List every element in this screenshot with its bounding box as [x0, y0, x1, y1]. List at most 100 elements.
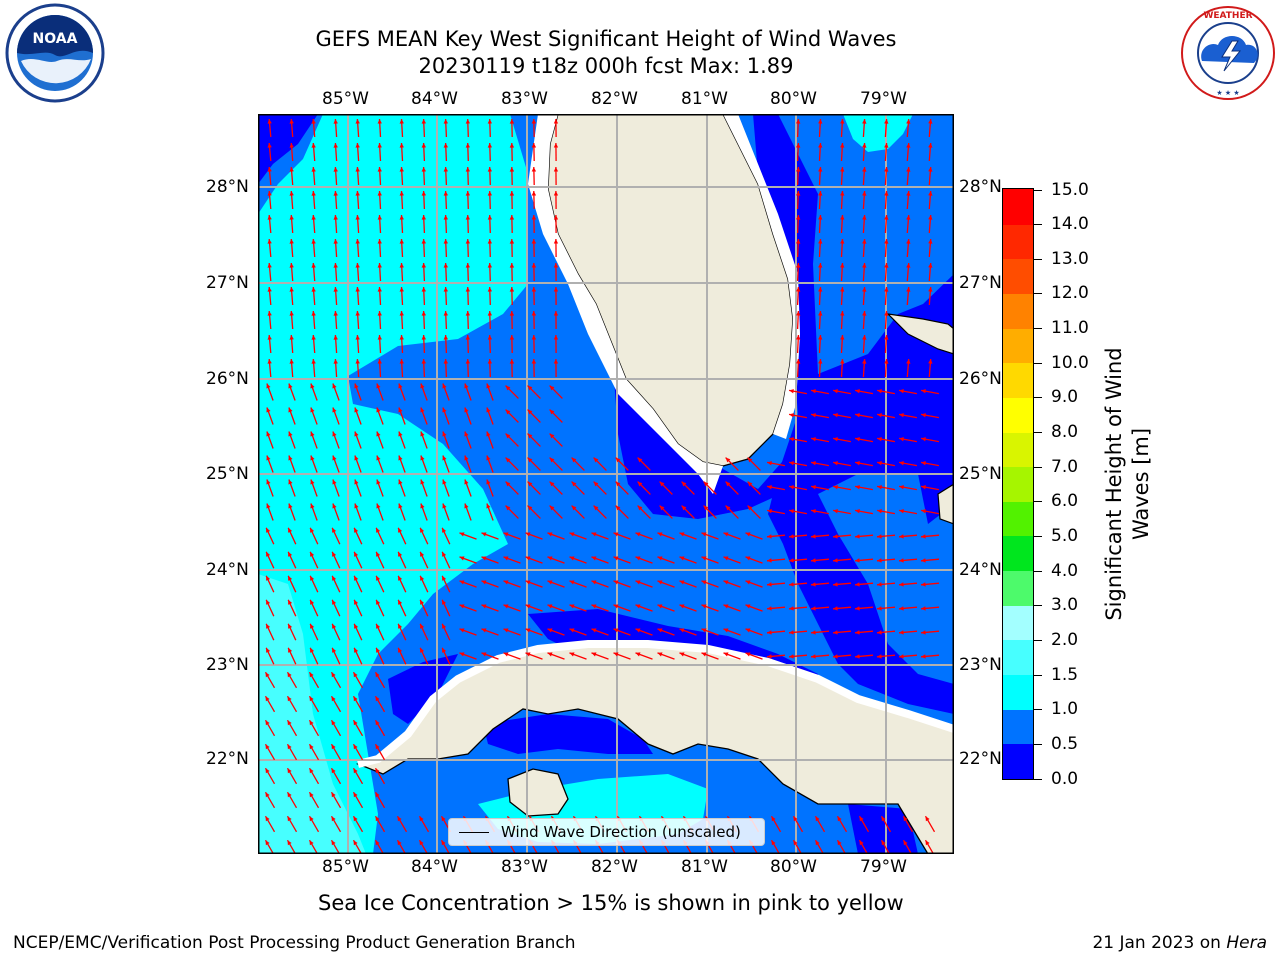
wave-direction-arrowhead [855, 413, 860, 418]
wave-direction-arrowhead [884, 239, 889, 244]
wave-direction-arrowhead [442, 407, 447, 413]
credit-host: Hera [1226, 933, 1267, 953]
wave-direction-arrowhead [353, 720, 358, 726]
wave-direction-arrowhead [310, 455, 315, 461]
wave-direction-arrowhead [723, 652, 729, 657]
wave-direction-arrowhead [443, 167, 448, 172]
wave-direction-arrowhead [465, 239, 470, 244]
wave-direction-arrowhead [376, 623, 381, 629]
wave-direction-arrowhead [635, 604, 641, 609]
lat-label-right: 22°N [959, 749, 1002, 769]
wave-direction-arrowhead [421, 191, 426, 196]
wave-direction-arrowhead [855, 485, 860, 490]
wave-direction-arrowhead [796, 263, 801, 268]
wave-direction-arrowhead [267, 335, 272, 340]
wave-direction-arrowhead [333, 191, 338, 196]
wave-direction-arrowhead [921, 630, 926, 635]
wave-direction-arrowhead [571, 457, 577, 463]
wave-direction-arrowhead [310, 551, 315, 557]
wave-direction-arrowhead [679, 604, 685, 609]
wave-direction-arrowhead [311, 335, 316, 340]
wave-direction-arrowhead [354, 551, 359, 557]
wave-direction-arrowhead [481, 628, 487, 633]
wave-direction-arrowhead [354, 431, 359, 437]
wave-direction-arrowhead [355, 239, 360, 244]
wave-direction-arrowhead [265, 744, 270, 750]
wave-direction-arrowhead [725, 457, 731, 463]
colorbar-segment [1003, 397, 1033, 433]
wave-direction-arrowhead [771, 840, 776, 846]
wave-direction-arrowhead [442, 647, 447, 653]
wave-direction-arrowhead [464, 503, 469, 509]
wave-direction-arrowhead [331, 672, 336, 678]
wave-direction-arrowhead [287, 744, 292, 750]
wave-direction-arrowhead [877, 485, 882, 490]
wave-direction-arrowhead [745, 604, 751, 609]
wave-direction-arrowhead [288, 575, 293, 581]
colorbar-tick-mark [1034, 189, 1042, 191]
wave-direction-arrowhead [525, 604, 531, 609]
wave-direction-arrowhead [884, 167, 889, 172]
wave-direction-arrowhead [288, 623, 293, 629]
wave-direction-arrowhead [287, 768, 292, 774]
wave-direction-arrowhead [310, 599, 315, 605]
wave-direction-arrowhead [701, 652, 707, 657]
wave-direction-arrowhead [421, 359, 426, 364]
lon-label-top: 80°W [770, 89, 817, 109]
wave-direction-arrowhead [899, 630, 904, 635]
wave-direction-arrowhead [309, 744, 314, 750]
wave-direction-arrowhead [288, 599, 293, 605]
wave-direction-arrowhead [679, 556, 685, 561]
wave-direction-arrowhead [331, 720, 336, 726]
wave-direction-arrowhead [877, 582, 882, 587]
wave-direction-arrowhead [375, 768, 380, 774]
wave-direction-arrowhead [811, 582, 816, 587]
colorbar-segment [1003, 501, 1033, 537]
wave-direction-arrowhead [833, 509, 838, 514]
lon-label-bottom: 83°W [501, 857, 548, 877]
wave-direction-arrowhead [420, 455, 425, 461]
wave-direction-arrowhead [840, 191, 845, 196]
wave-direction-arrowhead [877, 606, 882, 611]
wave-direction-arrowhead [593, 505, 599, 511]
wave-direction-arrowhead [487, 287, 492, 292]
colorbar-tick-label: 5.0 [1051, 525, 1079, 546]
wave-direction-arrowhead [767, 582, 772, 587]
wave-direction-arrowhead [509, 143, 515, 148]
wave-direction-arrowhead [375, 696, 380, 702]
wave-height-map [258, 114, 954, 854]
wave-direction-arrowhead [375, 672, 380, 678]
wave-direction-arrowhead [420, 431, 425, 437]
wave-direction-arrowhead [265, 840, 270, 846]
wave-direction-arrowhead [442, 479, 447, 485]
wave-direction-arrowhead [355, 167, 360, 172]
wave-direction-arrowhead [311, 119, 316, 124]
wave-direction-arrowhead [289, 239, 294, 244]
wave-direction-arrowhead [525, 580, 531, 585]
wave-direction-arrowhead [747, 457, 753, 463]
wave-direction-arrowhead [355, 335, 360, 340]
wave-direction-arrowhead [486, 431, 491, 437]
colorbar-tick-label: 1.0 [1051, 699, 1079, 720]
wave-direction-arrowhead [855, 558, 860, 563]
wave-direction-arrowhead [311, 359, 316, 364]
wave-direction-arrowhead [509, 167, 515, 172]
wave-direction-arrowhead [265, 672, 270, 678]
wave-direction-arrowhead [398, 503, 403, 509]
wave-direction-arrowhead [355, 263, 360, 268]
wave-direction-arrowhead [569, 604, 575, 609]
wave-direction-arrowhead [267, 191, 272, 196]
wave-direction-arrowhead [287, 672, 292, 678]
wave-direction-arrowhead [527, 457, 533, 463]
wave-direction-arrowhead [265, 720, 270, 726]
wave-direction-arrowhead [906, 191, 911, 196]
wave-direction-arrowhead [331, 840, 336, 846]
wave-direction-arrowhead [767, 485, 772, 490]
wave-direction-arrowhead [906, 287, 911, 292]
wave-direction-arrowhead [553, 287, 559, 292]
wave-direction-arrowhead [332, 527, 337, 533]
wave-direction-arrowhead [811, 558, 816, 563]
wave-direction-arrowhead [899, 485, 904, 490]
wave-direction-arrowhead [397, 840, 402, 846]
colorbar-tick-label: 11.0 [1051, 318, 1089, 339]
